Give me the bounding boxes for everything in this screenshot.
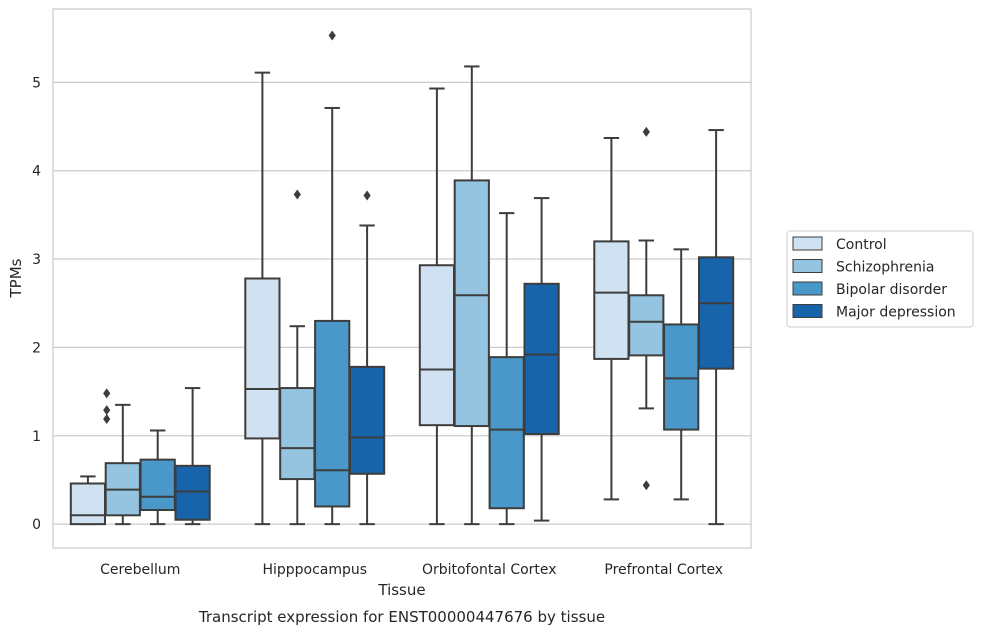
x-tick-labels: Cerebellum Hipppocampus Orbitofontal Corte… [100, 562, 723, 578]
box-hipppocampus-major-depression [348, 190, 386, 526]
box-iqr [418, 264, 456, 427]
legend-swatch-schizophrenia [792, 259, 823, 273]
legend-label-bipolar-disorder: Bipolar disorder [836, 282, 947, 298]
box-hipppocampus-bipolar-disorder [314, 30, 351, 526]
legend-label-control: Control [836, 237, 887, 253]
plot-frame [52, 8, 752, 549]
x-tick-label-orbitofontal-cortex: Orbitofontal Cortex [422, 562, 557, 578]
outlier-point [103, 388, 111, 399]
box-iqr [69, 482, 107, 526]
box-iqr [628, 294, 665, 357]
outlier-point [103, 413, 111, 424]
chart-caption: Transcript expression for ENST0000044767… [198, 608, 605, 626]
outlier-point [642, 480, 650, 491]
legend: Control Schizophrenia Bipolar disorder Majo… [786, 230, 974, 328]
y-tick-label: 1 [32, 429, 41, 445]
box-cerebellum-schizophrenia [104, 403, 141, 526]
box-orbitofontal-cortex-schizophrenia [453, 65, 490, 526]
box-prefrontal-cortex-control [593, 137, 630, 501]
box-iqr [523, 282, 560, 436]
y-tick-label: 5 [32, 75, 41, 91]
legend-frame [786, 230, 974, 328]
box-cerebellum-control [69, 475, 107, 526]
legend-label-schizophrenia: Schizophrenia [836, 260, 934, 276]
outlier-point [642, 126, 650, 137]
box-cerebellum-major-depression [174, 387, 211, 526]
box-hipppocampus-schizophrenia [279, 189, 316, 526]
outlier-point [103, 405, 111, 416]
x-tick-label-cerebellum: Cerebellum [100, 562, 180, 578]
legend-swatch-major-depression [792, 304, 823, 318]
legend-label-major-depression: Major depression [836, 305, 956, 321]
box-hipppocampus-control [244, 71, 281, 526]
outlier-point [328, 30, 336, 41]
box-iqr [663, 323, 700, 431]
box-iqr [348, 365, 386, 475]
box-groups [69, 30, 735, 526]
box-orbitofontal-cortex-control [418, 87, 456, 526]
box-iqr [314, 319, 351, 508]
x-axis-label: Tissue [377, 581, 425, 599]
y-gridlines [53, 81, 751, 525]
box-iqr [697, 256, 735, 370]
outlier-point [363, 190, 371, 201]
box-iqr [174, 464, 211, 521]
box-iqr [244, 277, 281, 440]
x-tick-label-prefrontal-cortex: Prefrontal Cortex [604, 562, 723, 578]
y-tick-label: 4 [32, 164, 41, 180]
y-axis-label: TPMs [7, 258, 25, 298]
x-tick-label-hipppocampus: Hipppocampus [262, 562, 367, 578]
y-tick-label: 3 [32, 252, 41, 268]
box-prefrontal-cortex-bipolar-disorder [663, 248, 700, 501]
box-orbitofontal-cortex-major-depression [523, 197, 560, 522]
y-tick-label: 0 [32, 517, 41, 533]
box-iqr [593, 240, 630, 360]
outlier-point [293, 189, 301, 200]
box-iqr [453, 179, 490, 428]
legend-swatch-bipolar-disorder [792, 281, 823, 296]
box-cerebellum-bipolar-disorder [139, 429, 176, 526]
outliers-cerebellum-control [103, 388, 111, 424]
box-prefrontal-cortex-major-depression [697, 129, 735, 526]
y-tick-labels: 0 1 2 3 4 5 [32, 75, 41, 533]
y-tick-label: 2 [32, 340, 41, 356]
box-iqr [279, 387, 316, 481]
box-prefrontal-cortex-schizophrenia [628, 126, 665, 491]
plot-background [53, 9, 751, 548]
box-iqr [139, 458, 176, 512]
legend-swatch-control [792, 236, 823, 251]
box-iqr [488, 356, 525, 510]
